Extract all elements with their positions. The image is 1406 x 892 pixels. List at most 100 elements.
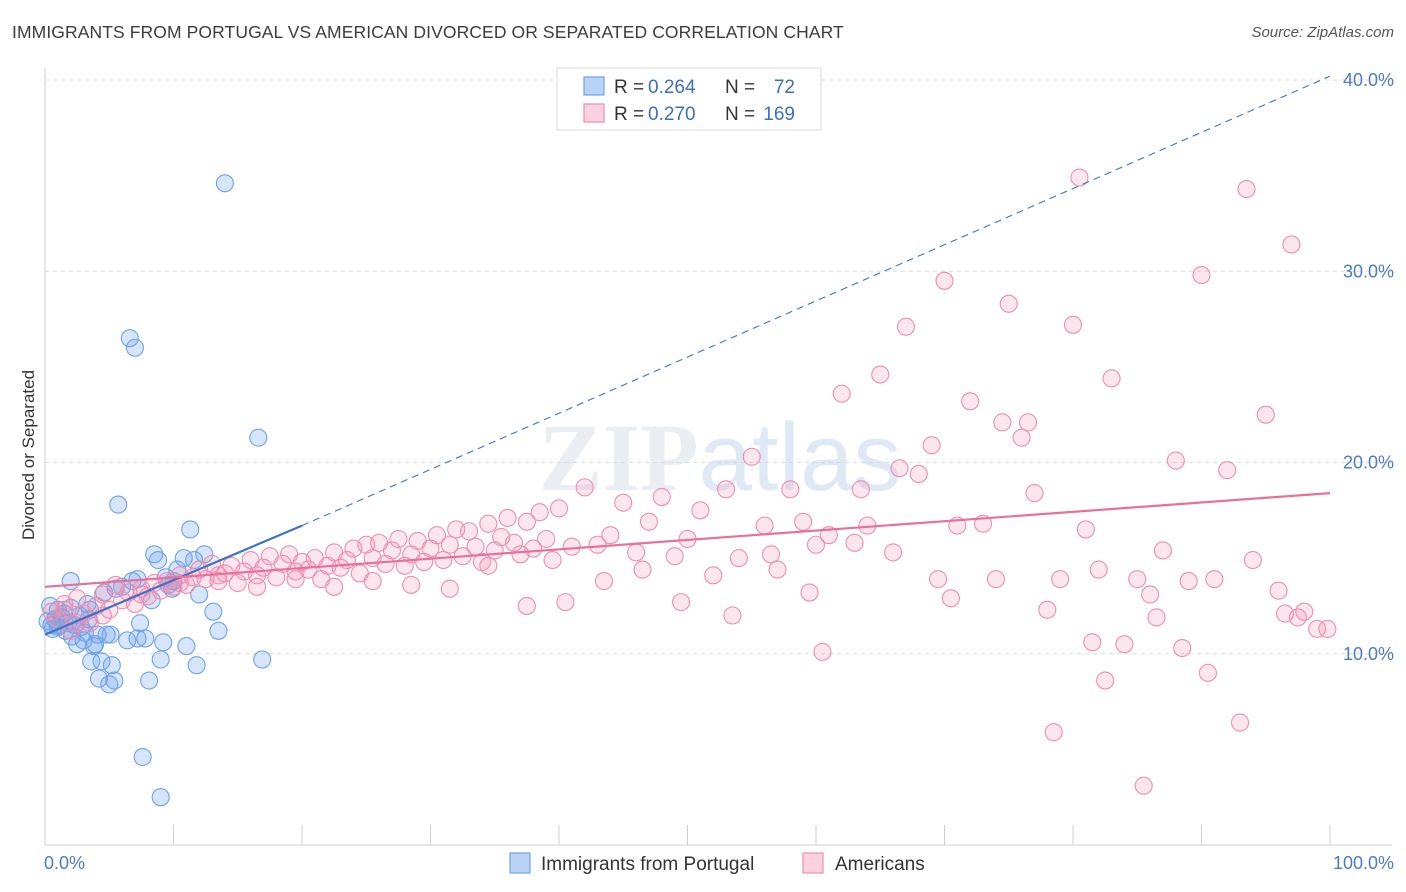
point-immigrants-from-portugal — [177, 637, 196, 656]
point-americans — [524, 539, 543, 558]
point-americans — [93, 585, 112, 604]
point-americans — [652, 487, 671, 506]
legend-swatch-americans — [802, 852, 824, 874]
point-americans — [813, 642, 832, 661]
legend-label-americans: Americans — [835, 854, 925, 875]
point-americans — [537, 529, 556, 549]
point-americans — [1192, 266, 1211, 285]
point-americans — [639, 512, 659, 531]
point-americans — [517, 512, 536, 531]
point-americans — [209, 572, 228, 591]
point-americans — [228, 573, 247, 593]
point-americans — [672, 593, 691, 612]
point-americans — [434, 550, 453, 570]
point-americans — [691, 501, 710, 520]
legend-r-value-blue: 0.264 — [648, 77, 696, 98]
series-americans-points — [42, 168, 1337, 795]
y-tick-label: 10.0% — [1343, 644, 1394, 664]
point-americans — [742, 447, 761, 466]
point-americans — [909, 464, 928, 484]
point-americans — [929, 570, 948, 589]
point-immigrants-from-portugal — [215, 174, 234, 193]
point-americans — [389, 529, 408, 549]
point-americans — [1018, 413, 1038, 432]
point-americans — [1318, 619, 1337, 638]
point-americans — [781, 480, 800, 499]
point-immigrants-from-portugal — [131, 614, 150, 633]
point-americans — [1231, 713, 1250, 732]
point-americans — [427, 526, 446, 545]
point-americans — [1076, 520, 1095, 539]
point-americans — [1083, 633, 1102, 652]
point-americans — [331, 558, 350, 577]
series-immigrants-from-portugal-points — [38, 174, 272, 807]
point-immigrants-from-portugal — [82, 652, 101, 671]
point-americans — [761, 545, 781, 564]
point-americans — [800, 583, 819, 602]
point-immigrants-from-portugal — [101, 625, 120, 644]
point-immigrants-from-portugal — [249, 428, 268, 447]
point-immigrants-from-portugal — [136, 629, 155, 648]
y-tick-label: 20.0% — [1343, 453, 1394, 473]
point-americans — [896, 317, 916, 336]
point-americans — [543, 550, 562, 570]
point-americans — [1025, 484, 1044, 503]
point-americans — [1115, 635, 1134, 654]
point-immigrants-from-portugal — [125, 338, 144, 357]
point-immigrants-from-portugal — [97, 625, 116, 644]
point-americans — [961, 392, 980, 411]
point-immigrants-from-portugal — [61, 572, 80, 591]
legend-swatch-immigrants — [509, 852, 531, 874]
point-americans — [768, 560, 787, 579]
point-americans — [530, 503, 549, 522]
point-immigrants-from-portugal — [187, 656, 206, 675]
point-americans — [466, 537, 485, 556]
point-americans — [440, 535, 459, 554]
point-americans — [1288, 608, 1307, 627]
chart-title: IMMIGRANTS FROM PORTUGAL VS AMERICAN DIV… — [12, 22, 844, 42]
y-tick-label: 30.0% — [1343, 261, 1394, 281]
point-americans — [299, 560, 318, 579]
point-americans — [890, 459, 909, 478]
point-americans — [665, 547, 684, 566]
point-americans — [832, 384, 851, 403]
point-americans — [549, 499, 569, 518]
point-immigrants-from-portugal — [181, 520, 200, 539]
point-americans — [1256, 405, 1275, 424]
trend-line-immigrants-solid — [44, 524, 303, 636]
point-americans — [884, 543, 903, 562]
point-americans — [729, 549, 748, 568]
y-axis-title: Divorced or Separated — [19, 370, 38, 540]
point-immigrants-from-portugal — [92, 652, 111, 671]
point-americans — [922, 436, 941, 455]
point-immigrants-from-portugal — [89, 669, 109, 688]
trend-lines — [44, 75, 1331, 636]
watermark: ZIPatlas — [539, 404, 902, 511]
point-americans — [723, 606, 742, 625]
trend-line-americans — [44, 492, 1331, 588]
point-americans — [459, 522, 479, 541]
x-tick-label-max: 100.0% — [1333, 853, 1394, 873]
point-americans — [575, 478, 594, 497]
point-immigrants-from-portugal — [102, 656, 121, 675]
axes — [44, 68, 1392, 846]
point-americans — [716, 480, 736, 499]
point-americans — [1089, 560, 1108, 579]
point-immigrants-from-portugal — [154, 633, 173, 652]
point-immigrants-from-portugal — [140, 671, 159, 690]
point-americans — [1147, 608, 1166, 627]
point-americans — [479, 514, 498, 533]
point-americans — [247, 577, 267, 596]
point-americans — [562, 537, 581, 556]
point-americans — [1141, 585, 1160, 604]
point-americans — [1198, 663, 1217, 682]
point-americans — [68, 589, 87, 608]
point-americans — [1269, 581, 1288, 600]
point-immigrants-from-portugal — [151, 788, 170, 807]
point-americans — [1243, 550, 1262, 570]
trend-line-immigrants-dashed — [301, 75, 1331, 527]
point-americans — [806, 535, 826, 554]
point-americans — [286, 570, 305, 589]
legend-r-label-pink: R = — [614, 104, 644, 125]
point-americans — [845, 533, 864, 552]
